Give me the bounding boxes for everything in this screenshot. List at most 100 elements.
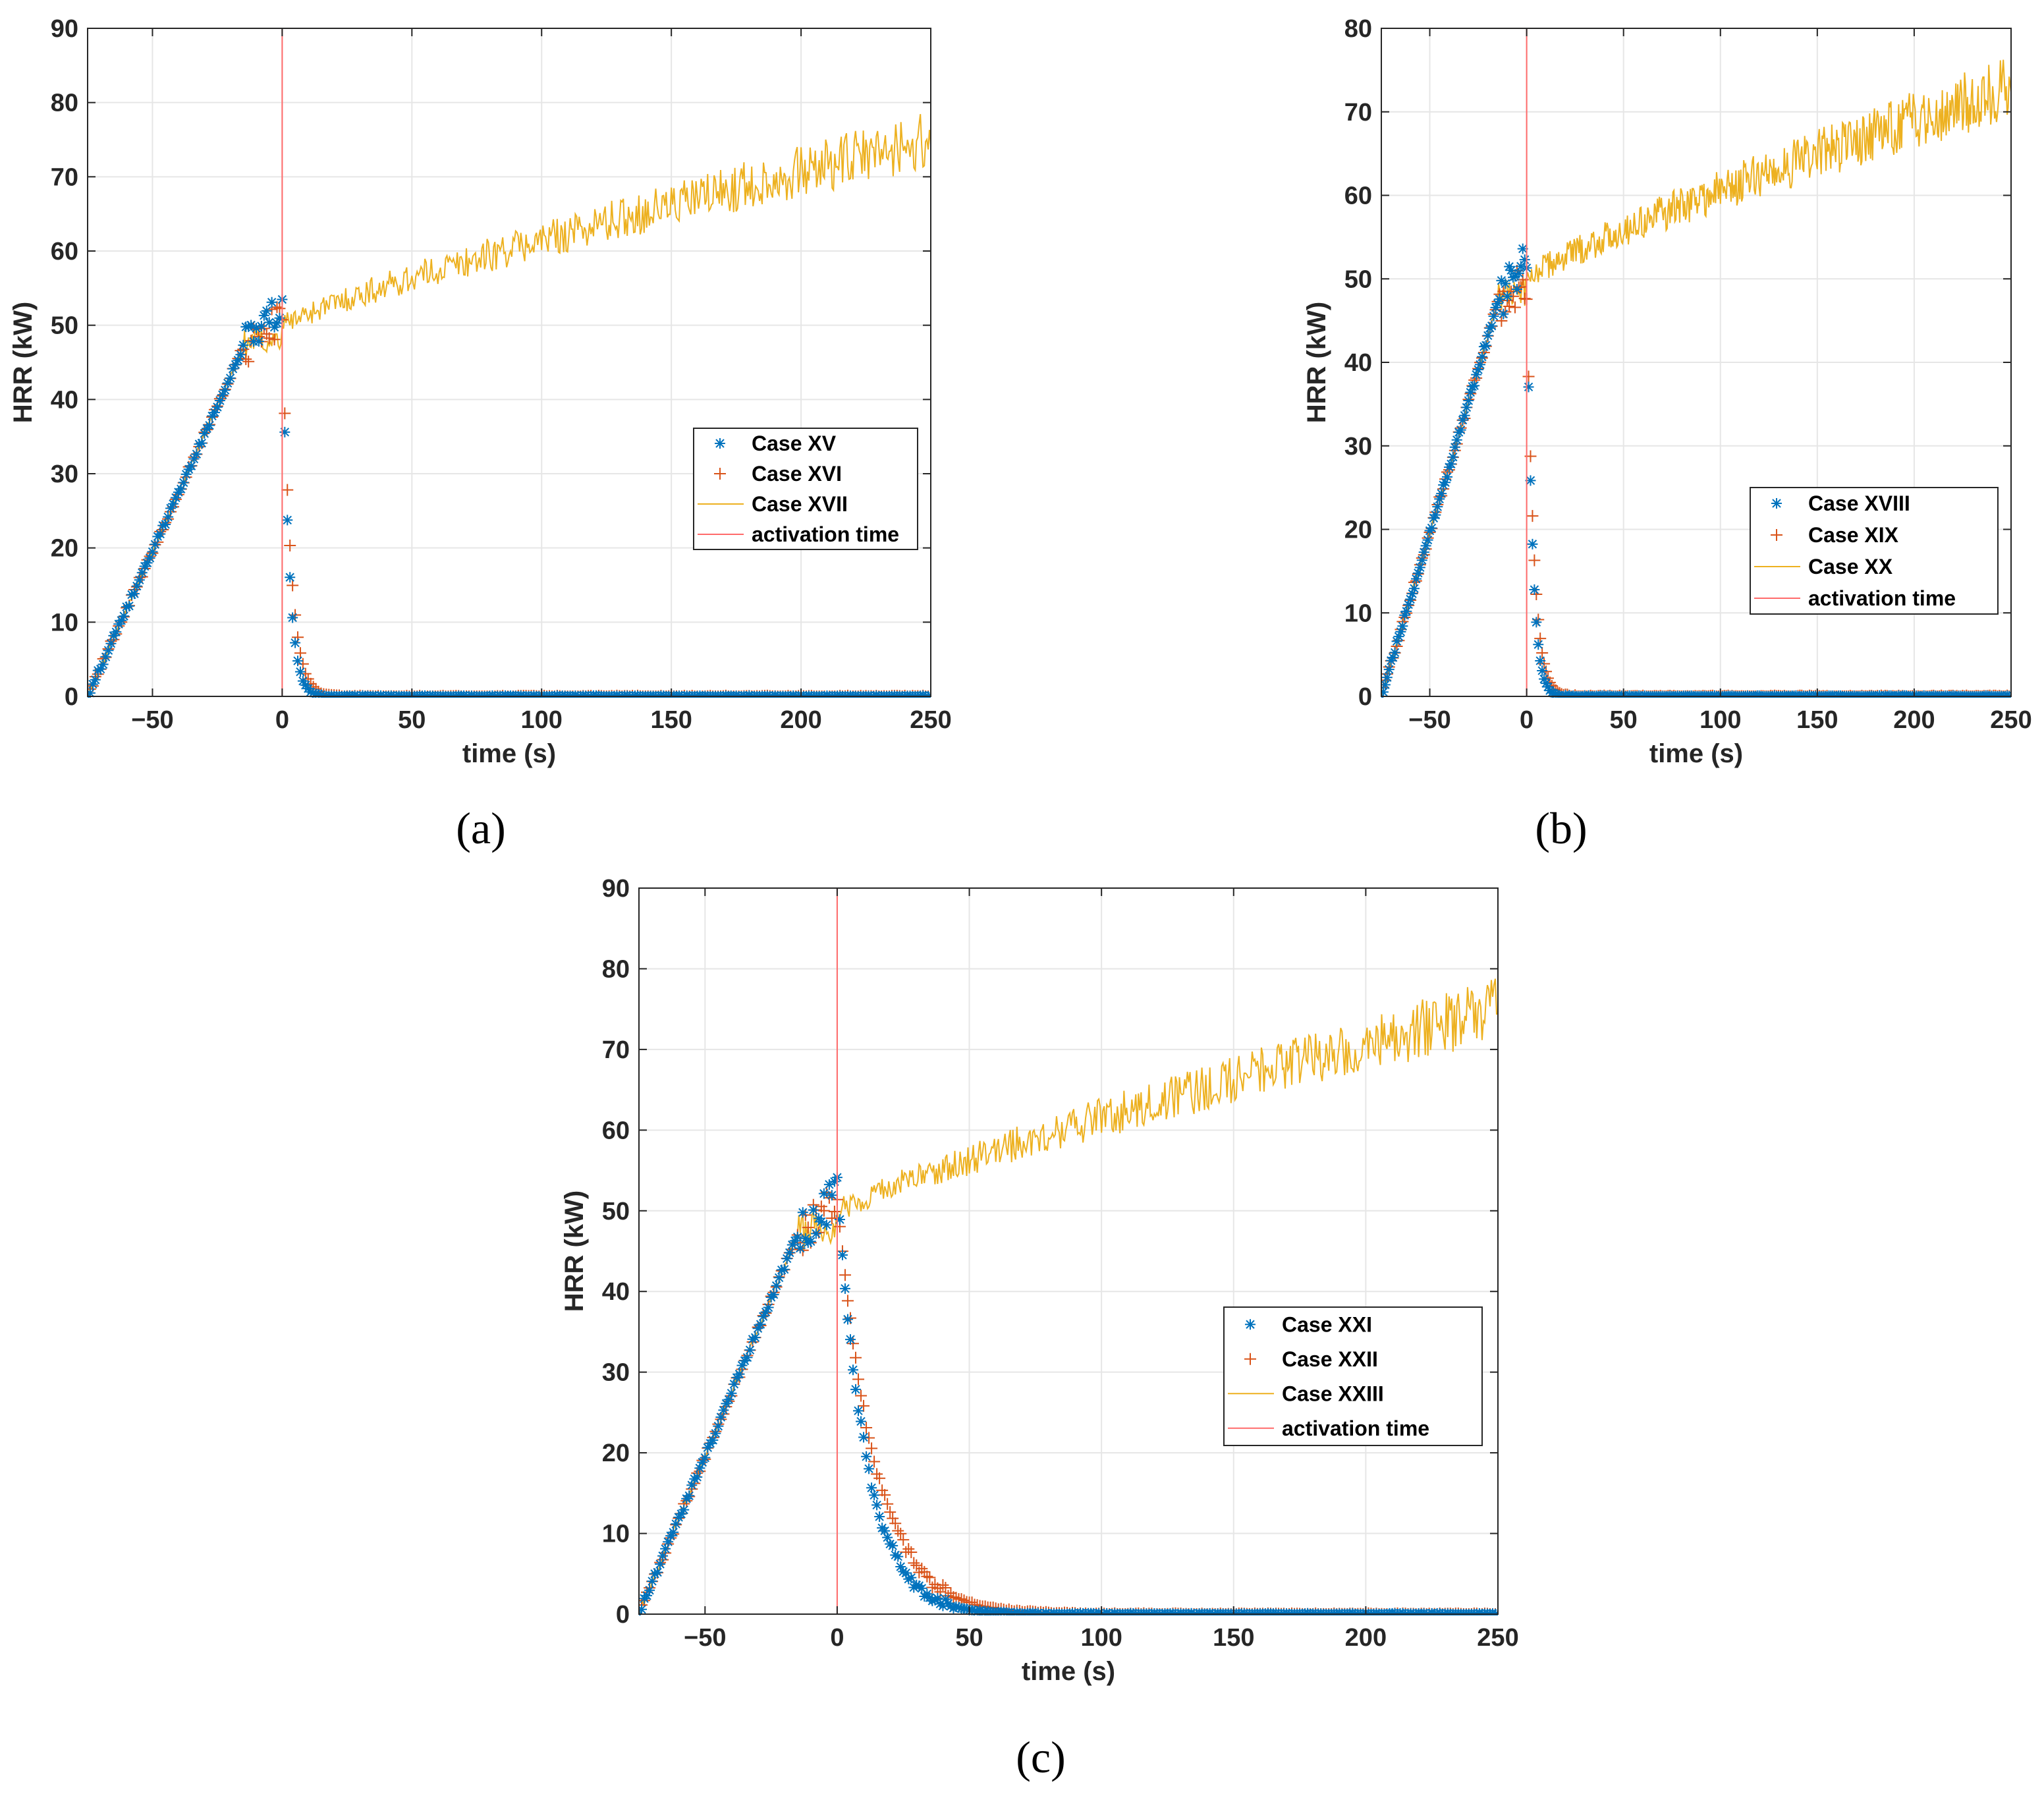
data-point [1302, 1608, 1313, 1615]
data-point [1536, 646, 1549, 659]
data-point [1522, 370, 1535, 383]
data-point [948, 1602, 959, 1613]
y-tick-label: 40 [51, 386, 78, 414]
y-tick-label: 10 [51, 609, 78, 636]
data-point [1407, 588, 1418, 600]
data-point [1480, 340, 1491, 351]
data-point [1518, 293, 1531, 305]
data-point [784, 1247, 795, 1258]
data-point [214, 395, 225, 406]
data-point [274, 312, 285, 323]
data-point [1401, 605, 1412, 617]
x-tick-label: 200 [1345, 1624, 1387, 1652]
data-point [1186, 1608, 1197, 1615]
legend-label: Case XXII [1282, 1347, 1378, 1371]
data-point [932, 1592, 943, 1604]
data-point [170, 492, 181, 503]
y-tick-label: 40 [1344, 349, 1372, 377]
data-point [1475, 359, 1486, 370]
data-point [1498, 308, 1509, 320]
data-point [802, 1221, 814, 1234]
data-point [128, 588, 140, 600]
data-point [652, 1567, 663, 1578]
data-point [251, 322, 262, 333]
data-point [858, 1432, 870, 1443]
legend-label: Case XX [1808, 555, 1893, 578]
data-point [266, 296, 277, 308]
data-point [1486, 320, 1497, 331]
data-point [271, 301, 283, 314]
data-point [692, 1471, 703, 1482]
data-point [1542, 681, 1553, 692]
data-point [1754, 690, 1765, 698]
data-point [199, 428, 210, 439]
legend-marker-star [715, 438, 725, 449]
data-point [1393, 631, 1404, 642]
data-point [1495, 314, 1508, 327]
data-point [893, 1551, 904, 1562]
data-point [800, 1233, 811, 1244]
data-point [940, 1594, 951, 1605]
data-point [823, 1179, 835, 1190]
legend-marker-plus [714, 468, 726, 480]
data-point [1347, 1608, 1358, 1615]
x-tick-label: 50 [398, 706, 426, 734]
data-point [947, 1591, 960, 1604]
data-point [982, 1606, 993, 1615]
data-point [892, 1525, 904, 1537]
legend: Case XXI Case XXII Case XXIII activation ti… [1223, 1306, 1483, 1446]
data-point [697, 1457, 708, 1468]
data-point [1451, 434, 1462, 445]
data-point [678, 1504, 690, 1515]
x-tick-label: 150 [650, 706, 692, 734]
data-point [92, 665, 103, 676]
data-point [763, 1302, 774, 1313]
data-point [916, 1583, 927, 1594]
data-point [1381, 672, 1393, 683]
data-point [864, 1463, 875, 1474]
data-point [126, 589, 137, 600]
data-point [821, 1219, 832, 1231]
data-point [879, 1525, 891, 1536]
data-point [1204, 1608, 1215, 1615]
x-tick-label: −50 [684, 1624, 726, 1652]
data-point [1389, 647, 1400, 658]
data-point [1901, 690, 1912, 698]
data-point [1459, 410, 1470, 421]
data-point [953, 1602, 964, 1613]
data-point [700, 1452, 711, 1463]
data-point [665, 1530, 677, 1542]
data-point [97, 659, 109, 670]
x-tick-label: 200 [780, 706, 821, 734]
data-point [1383, 664, 1395, 675]
data-point [710, 1428, 721, 1439]
data-point [922, 1588, 933, 1600]
data-point [1040, 1608, 1051, 1615]
data-point [1467, 381, 1478, 392]
data-point [905, 1546, 918, 1559]
data-point [715, 1412, 727, 1423]
data-point [752, 1323, 763, 1334]
data-point [160, 519, 171, 530]
data-point [713, 1420, 724, 1432]
data-point [1410, 573, 1422, 584]
data-point [852, 1373, 865, 1386]
data-point [884, 1506, 897, 1519]
x-tick-label: 250 [910, 706, 951, 734]
data-point [828, 1205, 841, 1218]
data-point [180, 468, 192, 480]
data-point [869, 1490, 880, 1501]
data-point [850, 1384, 862, 1395]
data-point [842, 1314, 853, 1325]
data-point [921, 1570, 933, 1583]
data-point [142, 557, 153, 569]
data-point [961, 1604, 972, 1615]
data-point [95, 663, 106, 675]
data-point [194, 439, 205, 450]
data-point [916, 1562, 928, 1575]
y-tick-label: 20 [51, 535, 78, 563]
data-point [191, 449, 202, 460]
data-point [655, 1558, 666, 1569]
data-point [1492, 298, 1503, 309]
x-tick-label: 0 [1520, 706, 1533, 734]
